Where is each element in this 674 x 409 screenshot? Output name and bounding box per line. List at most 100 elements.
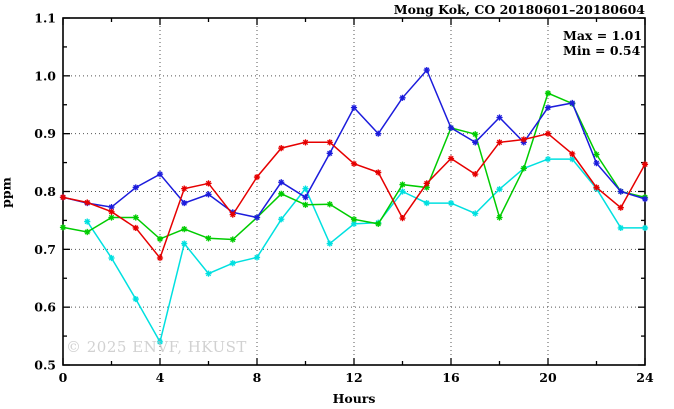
series-red-marker: [59, 194, 67, 201]
y-tick-label: 1.0: [34, 68, 56, 83]
series-green-marker: [423, 184, 430, 191]
series-green-marker: [108, 214, 115, 221]
series-green-marker: [132, 214, 139, 221]
series-red-marker: [423, 180, 430, 187]
y-tick-label: 0.5: [34, 358, 56, 373]
series-green-marker: [326, 201, 333, 208]
series-red-marker: [108, 208, 115, 215]
series-green-marker: [205, 235, 212, 242]
series-green-marker: [59, 224, 67, 231]
series-cyan-marker: [229, 260, 236, 267]
series-cyan-marker: [108, 254, 115, 262]
series-red-marker: [617, 204, 624, 211]
x-tick-label: 8: [253, 370, 262, 385]
series-blue-marker: [350, 104, 358, 111]
series-cyan-marker: [544, 156, 552, 163]
series-red-marker: [253, 173, 261, 181]
series-green-marker: [156, 235, 164, 243]
x-tick-label: 12: [345, 370, 362, 385]
series-red-marker: [641, 161, 649, 168]
series-red-marker: [520, 136, 527, 143]
series-red-marker: [84, 199, 91, 206]
series-green-marker: [544, 90, 552, 97]
series-red-marker: [350, 160, 358, 167]
x-tick-label: 0: [59, 370, 68, 385]
series-cyan-marker: [350, 220, 358, 227]
series-blue-marker: [641, 195, 649, 203]
series-cyan-marker: [617, 224, 624, 232]
series-blue-marker: [181, 199, 188, 207]
series-red-marker: [132, 224, 139, 232]
x-axis-label: Hours: [332, 391, 376, 406]
series-cyan-marker: [132, 295, 139, 303]
watermark: © 2025 ENVF, HKUST: [66, 338, 247, 356]
series-red-marker: [544, 130, 552, 137]
series-red-marker: [399, 215, 406, 222]
series-blue-marker: [423, 66, 430, 74]
series-red-marker: [472, 171, 479, 178]
series-cyan-marker: [423, 199, 430, 207]
series-green-marker: [472, 131, 479, 138]
series-blue-marker: [593, 160, 600, 167]
annotation-min: Min = 0.54: [563, 43, 641, 58]
series-green-marker: [350, 216, 358, 223]
series-green-marker: [496, 214, 503, 221]
annotation-max: Max = 1.01: [563, 28, 643, 43]
series-cyan-line: [86, 158, 645, 344]
series-blue-marker: [399, 94, 406, 101]
series-cyan-marker: [156, 338, 164, 345]
series-cyan-marker: [447, 199, 455, 207]
chart-title: Mong Kok, CO 20180601–20180604: [393, 2, 645, 17]
series-cyan-marker: [569, 156, 576, 163]
series-red-marker: [302, 139, 309, 146]
max-min-annotation: Max = 1.01 Min = 0.54: [563, 28, 642, 58]
x-tick-label: 16: [442, 370, 460, 385]
y-tick-label: 1.1: [34, 11, 56, 26]
series-blue-marker: [132, 184, 139, 191]
series-green-marker: [229, 236, 236, 243]
series-blue-marker: [156, 171, 164, 178]
series-red-marker: [181, 185, 188, 192]
y-tick-label: 0.7: [34, 242, 56, 257]
series-green-marker: [84, 228, 91, 236]
series-cyan-marker: [326, 240, 333, 247]
series-red-marker: [156, 254, 164, 262]
series-green-marker: [302, 201, 309, 208]
series-green-marker: [593, 151, 600, 158]
series-blue-marker: [569, 99, 576, 107]
series-red-marker: [375, 169, 382, 176]
series-green-marker: [375, 220, 382, 227]
series-blue-marker: [278, 179, 285, 186]
series-red-marker: [205, 180, 212, 187]
series-blue-marker: [302, 194, 309, 201]
series-cyan-marker: [399, 188, 406, 195]
series-red-marker: [278, 145, 285, 152]
series-red-line: [62, 132, 646, 260]
y-tick-label: 0.6: [34, 300, 56, 315]
series-green-marker: [520, 165, 527, 172]
series-green-marker: [399, 181, 406, 188]
series-red-marker: [593, 184, 600, 191]
y-axis-label: ppm: [0, 177, 14, 208]
series-cyan-marker: [84, 218, 91, 225]
series-blue-marker: [617, 188, 624, 195]
series-red-marker: [569, 150, 576, 158]
series-red-marker: [229, 211, 236, 218]
y-tick-label: 0.8: [34, 184, 56, 199]
series-red-marker: [496, 139, 503, 146]
series-blue-marker: [375, 130, 382, 137]
series-blue-marker: [253, 214, 261, 221]
series-cyan-marker: [496, 186, 503, 193]
series-cyan-marker: [472, 210, 479, 217]
series-cyan-marker: [181, 240, 188, 247]
series-blue-marker: [205, 191, 212, 198]
series-cyan-marker: [205, 270, 212, 277]
series-blue-marker: [544, 104, 552, 111]
series-blue-marker: [108, 204, 115, 211]
series-green-marker: [278, 190, 285, 197]
x-tick-label: 4: [156, 370, 165, 385]
series-cyan-marker: [278, 216, 285, 223]
series-blue-marker: [447, 124, 455, 131]
